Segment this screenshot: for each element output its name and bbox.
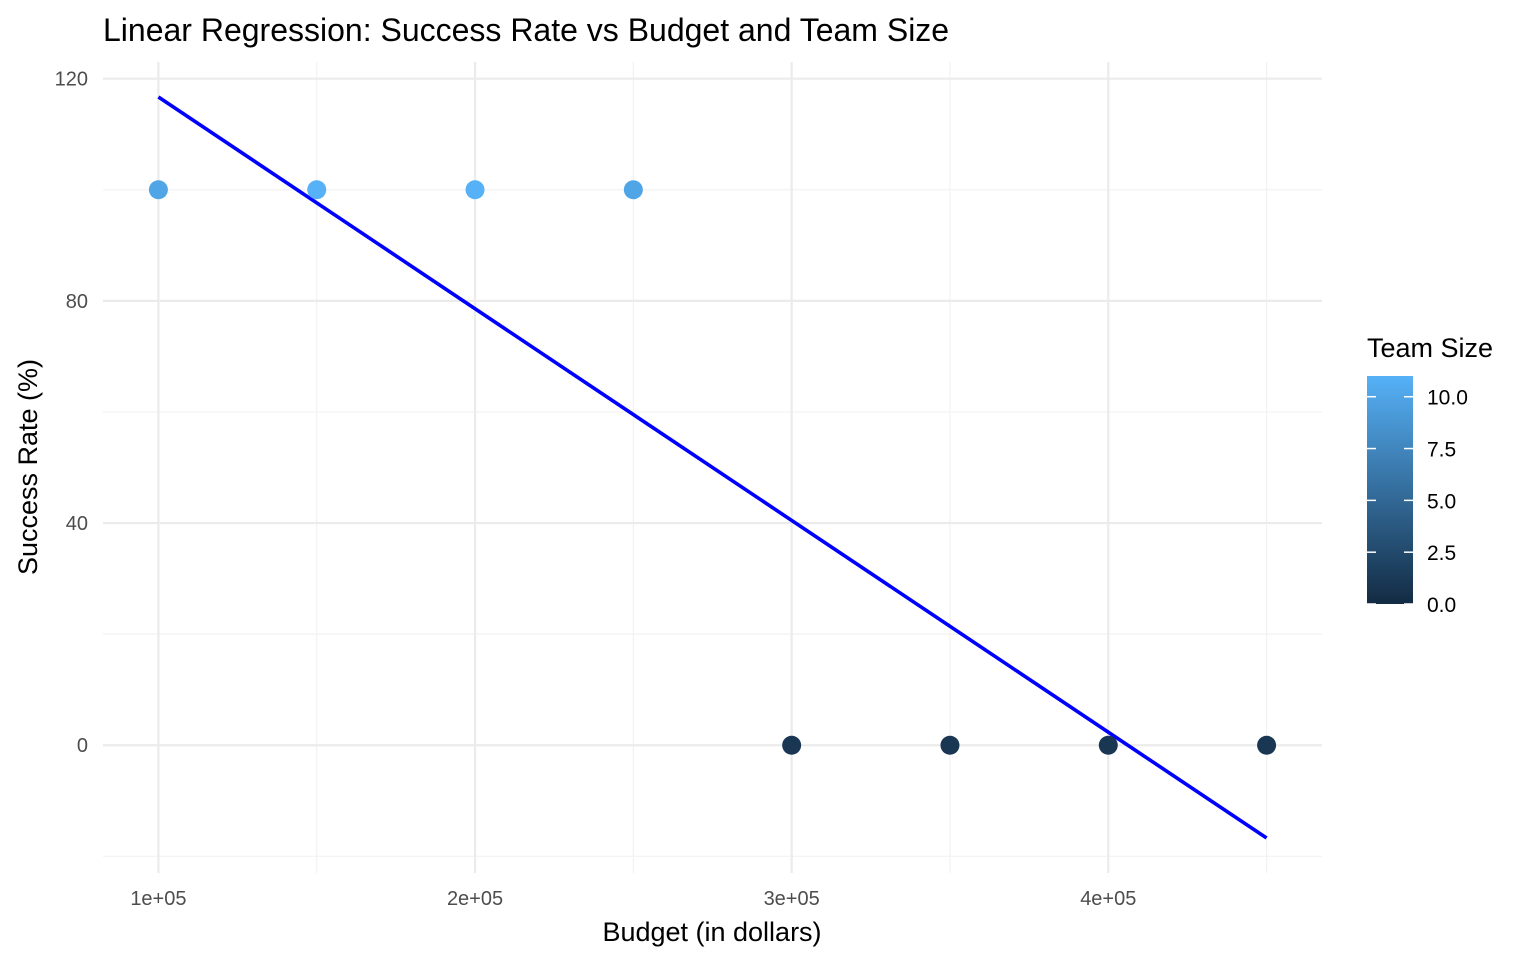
y-tick-label: 0 xyxy=(77,735,88,757)
regression-line-group xyxy=(157,95,1268,840)
y-tick-label: 40 xyxy=(66,513,88,535)
data-point xyxy=(940,735,960,755)
x-tick-label: 4e+05 xyxy=(1080,888,1136,910)
x-axis-ticks: 1e+05 2e+05 3e+05 4e+05 xyxy=(130,888,1136,910)
y-tick-label: 120 xyxy=(55,69,88,91)
points xyxy=(148,180,1277,755)
legend-tick-label: 7.5 xyxy=(1427,439,1456,462)
data-point xyxy=(1257,735,1277,755)
legend-tick-label: 10.0 xyxy=(1427,387,1468,410)
x-tick-label: 2e+05 xyxy=(447,888,503,910)
x-axis-title: Budget (in dollars) xyxy=(602,917,821,947)
legend-tick-label: 0.0 xyxy=(1427,594,1456,617)
y-axis-title: Success Rate (%) xyxy=(13,359,43,575)
data-point xyxy=(623,180,643,200)
data-point xyxy=(465,180,485,200)
data-point xyxy=(148,180,168,200)
legend-tick-label: 5.0 xyxy=(1427,490,1456,513)
legend-tick-label: 2.5 xyxy=(1427,542,1456,565)
regression-line xyxy=(157,95,1268,840)
data-point xyxy=(1098,735,1118,755)
y-axis-ticks: 0 40 80 120 xyxy=(55,69,88,758)
legend-colorbar xyxy=(1367,376,1413,604)
chart-title: Linear Regression: Success Rate vs Budge… xyxy=(103,12,949,48)
data-point xyxy=(307,180,327,200)
x-tick-label: 3e+05 xyxy=(764,888,820,910)
legend-ticks: 0.0 2.5 5.0 7.5 10.0 xyxy=(1367,387,1468,617)
y-tick-label: 80 xyxy=(66,291,88,313)
data-point xyxy=(782,735,802,755)
legend-title: Team Size xyxy=(1367,333,1493,363)
x-tick-label: 1e+05 xyxy=(130,888,186,910)
legend: Team Size 0.0 2.5 5.0 7.5 10.0 xyxy=(1367,333,1493,617)
